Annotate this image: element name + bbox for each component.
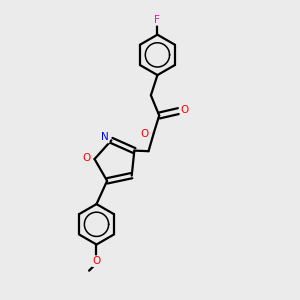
Text: O: O <box>141 129 149 139</box>
Text: O: O <box>92 256 101 266</box>
Text: O: O <box>82 154 90 164</box>
Text: N: N <box>101 132 109 142</box>
Text: O: O <box>180 105 189 115</box>
Text: F: F <box>154 15 160 25</box>
